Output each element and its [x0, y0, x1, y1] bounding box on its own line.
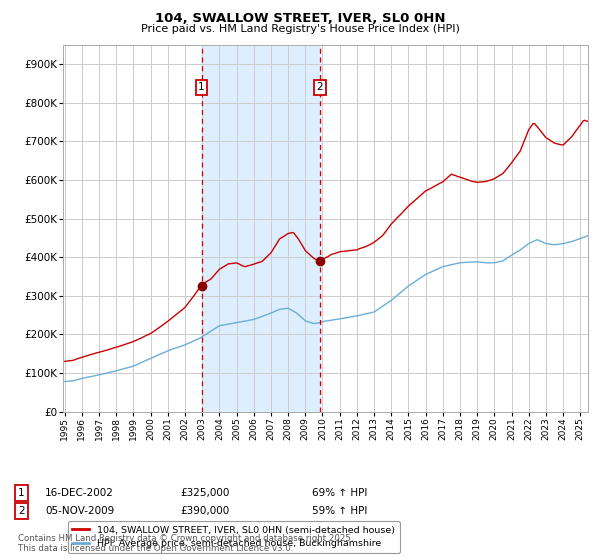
- Bar: [202, 45, 320, 412]
- Legend: 104, SWALLOW STREET, IVER, SL0 0HN (semi-detached house), HPI: Average price, se: 104, SWALLOW STREET, IVER, SL0 0HN (semi…: [68, 521, 400, 553]
- Text: 2: 2: [316, 82, 323, 92]
- Text: £325,000: £325,000: [180, 488, 229, 498]
- Text: 16-DEC-2002: 16-DEC-2002: [45, 488, 114, 498]
- Text: 1: 1: [18, 488, 25, 498]
- Text: 1: 1: [198, 82, 205, 92]
- Text: £390,000: £390,000: [180, 506, 229, 516]
- Text: 104, SWALLOW STREET, IVER, SL0 0HN: 104, SWALLOW STREET, IVER, SL0 0HN: [155, 12, 445, 25]
- Text: 2: 2: [18, 506, 25, 516]
- Text: 59% ↑ HPI: 59% ↑ HPI: [312, 506, 367, 516]
- Text: Price paid vs. HM Land Registry's House Price Index (HPI): Price paid vs. HM Land Registry's House …: [140, 24, 460, 34]
- Text: 69% ↑ HPI: 69% ↑ HPI: [312, 488, 367, 498]
- Text: 05-NOV-2009: 05-NOV-2009: [45, 506, 114, 516]
- Text: Contains HM Land Registry data © Crown copyright and database right 2025.
This d: Contains HM Land Registry data © Crown c…: [18, 534, 353, 553]
